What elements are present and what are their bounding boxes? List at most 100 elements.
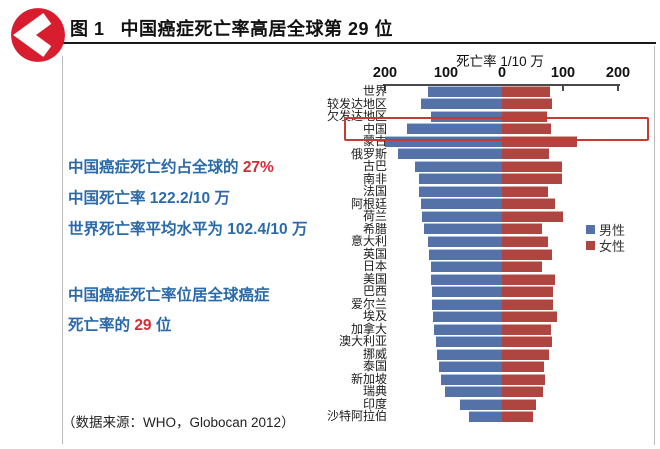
category-label: 世界 [362,84,387,98]
category-label: 日本 [362,259,387,274]
chart-row: 瑞典 [320,385,656,398]
bar-pair [387,273,656,286]
bar-female [502,198,556,210]
bar-male [431,273,502,285]
china-highlight-box [344,117,649,141]
bar-female [502,323,551,335]
bar-female [502,261,543,273]
legend: 男性 女性 [586,221,626,254]
bar-male [424,223,502,235]
chart-row: 较发达地区 [320,97,656,111]
chart-row: 挪威 [320,348,656,361]
bar-pair [387,310,656,323]
category-label: 美国 [362,271,387,286]
bar-male [431,286,502,298]
chart-row: 蒙古 [320,135,656,148]
annotation-line: 中国癌症死亡率位居全球癌症 [68,287,270,304]
bar-pair [387,210,656,223]
chart-row: 中国 [320,123,656,136]
bar-male [430,261,502,273]
axis-tick-label: 200 [605,65,631,81]
chart-row: 沙特阿拉伯 [320,410,656,423]
bar-male [407,123,502,135]
bar-pair [385,135,656,148]
legend-item: 女性 [586,237,626,254]
axis-tick-label: 100 [433,65,459,81]
bar-female [502,373,546,385]
chart-row: 加拿大 [320,323,656,336]
chart-row: 新加坡 [320,373,656,386]
axis-line [383,84,620,86]
bar-male [435,336,502,348]
header: 图 1 中国癌症死亡率高居全球第 29 位 [70,15,393,41]
legend-label: 男性 [599,222,626,238]
chart-row: 欠发达地区 [320,110,656,123]
bar-pair [387,260,656,273]
bar-female [502,273,555,285]
bar-chart: 世界 较发达地区 欠发达地区 中国 蒙古 俄罗斯 古巴 南非 法国 阿根廷 荷兰 希腊 意大利 英国 日本美… [320,85,656,423]
bar-female [502,298,553,310]
legend-label: 女性 [599,238,626,254]
category-label: 沙特阿拉伯 [326,409,387,424]
category-label: 荷兰 [362,209,387,224]
bar-male [468,411,502,423]
legend-swatch-icon [586,224,595,234]
bar-male [431,110,502,122]
bar-pair [387,398,656,411]
accent-27-percent: 27% [242,159,274,176]
legend-item: 男性 [586,221,626,238]
category-label: 中国 [362,121,387,136]
category-label: 阿根廷 [350,196,387,211]
category-label: 俄罗斯 [350,146,387,161]
bar-pair [387,223,656,236]
bar-male [419,173,502,185]
figure-label: 图 1 [70,19,105,39]
bar-pair [387,385,656,398]
bar-female [502,286,553,298]
axis-tick-label: 0 [497,65,507,81]
bar-pair [387,198,656,211]
bar-pair [387,298,656,311]
chart-row: 巴西 [320,285,656,298]
axis-tick-label: 100 [550,65,576,81]
bar-pair [387,123,656,136]
bar-female [502,235,549,247]
accent-rank-29: 29 [134,317,152,334]
bar-pair [387,160,656,173]
back-arrow-logo-icon [11,8,65,62]
bar-female [502,311,557,323]
chart-row: 意大利 [320,235,656,248]
category-label: 古巴 [362,159,387,174]
bar-pair [387,98,656,111]
chart-row: 俄罗斯 [320,148,656,161]
chart-row: 英国 [320,248,656,261]
left-border-line [62,56,63,444]
category-label: 爱尔兰 [350,296,387,311]
bar-male [441,373,502,385]
bar-male [434,323,502,335]
chart-row: 阿根廷 [320,198,656,211]
bar-female [502,210,563,222]
bar-female [502,336,553,348]
chart-row: 爱尔兰 [320,298,656,311]
bar-pair [387,148,656,161]
chart-row: 印度 [320,398,656,411]
bar-male [398,148,502,160]
bar-female [502,386,543,398]
bar-pair [387,285,656,298]
bar-female [502,110,547,122]
bar-pair [387,410,656,423]
bar-male [459,398,502,410]
bar-male [445,386,502,398]
bar-female [502,160,562,172]
bar-male [432,311,502,323]
bar-male [419,185,502,197]
chart-row: 世界 [320,85,656,98]
bar-male [439,361,502,373]
bar-pair [387,235,656,248]
category-label: 欠发达地区 [326,109,387,124]
chart-row: 埃及 [320,310,656,323]
chart-row: 日本 [320,260,656,273]
chart-row: 泰国 [320,360,656,373]
